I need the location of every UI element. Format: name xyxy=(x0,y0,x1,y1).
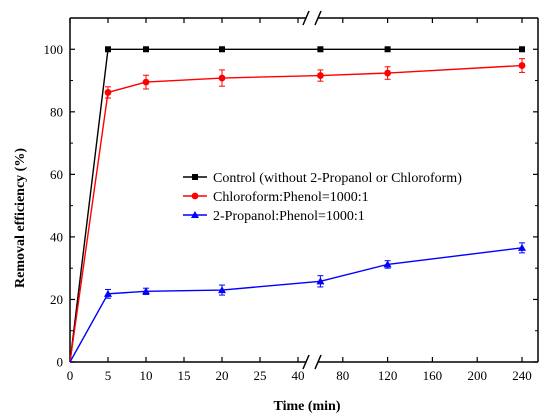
series-3 xyxy=(69,242,526,363)
data-point xyxy=(317,46,324,53)
y-tick-label: 40 xyxy=(50,229,63,244)
data-point xyxy=(105,46,111,53)
x-axis-title: Time (min) xyxy=(273,399,340,414)
data-point xyxy=(104,89,112,96)
data-point xyxy=(142,287,150,295)
series-1 xyxy=(69,46,525,363)
data-point xyxy=(219,46,225,53)
data-point xyxy=(383,260,392,268)
legend: Control (without 2-Propanol or Chlorofor… xyxy=(183,171,462,224)
legend-label: 2-Propanol:Phenol=1000:1 xyxy=(213,209,365,224)
data-point xyxy=(384,46,391,53)
plot-frame xyxy=(69,10,539,370)
series-line xyxy=(69,48,522,363)
data-point xyxy=(518,62,526,69)
data-point xyxy=(518,243,526,251)
data-point xyxy=(218,286,226,294)
data-point xyxy=(218,74,226,82)
y-tick-label: 20 xyxy=(50,292,63,307)
axis-break-bottom-b xyxy=(314,354,322,370)
axis-break-bottom-a xyxy=(302,354,310,370)
y-tick-label: 80 xyxy=(50,104,63,119)
legend-marker xyxy=(191,192,199,200)
x-tick-label: 240 xyxy=(512,368,532,383)
legend-label: Control (without 2-Propanol or Chlorofor… xyxy=(213,171,462,186)
data-point xyxy=(384,69,391,77)
data-point xyxy=(317,72,324,79)
x-tick-label: 20 xyxy=(216,368,229,383)
data-point xyxy=(316,277,325,285)
data-point xyxy=(143,46,149,53)
y-tick-label: 100 xyxy=(44,42,64,57)
series-2 xyxy=(69,58,526,363)
axis-ticks xyxy=(69,18,538,363)
y-tick-label: 0 xyxy=(57,355,64,370)
axis-tick-labels: 0 20 40 60 80 100 0 5 10 15 20 25 40 80 120 160 200 240 xyxy=(44,42,532,383)
series-layer xyxy=(69,46,526,363)
legend-label: Chloroform:Phenol=1000:1 xyxy=(213,190,369,205)
y-tick-label: 60 xyxy=(50,167,63,182)
x-tick-label: 80 xyxy=(336,368,349,383)
x-tick-label: 160 xyxy=(423,368,443,383)
x-tick-label: 120 xyxy=(378,368,398,383)
x-tick-label: 200 xyxy=(467,368,487,383)
x-tick-label: 40 xyxy=(292,368,305,383)
x-tick-label: 15 xyxy=(178,368,191,383)
axis-break-top-a xyxy=(302,10,310,26)
legend-marker xyxy=(192,174,198,180)
x-tick-label: 5 xyxy=(105,368,112,383)
data-point xyxy=(519,46,525,53)
x-tick-label: 25 xyxy=(254,368,267,383)
series-line xyxy=(69,247,523,363)
x-tick-label: 10 xyxy=(140,368,153,383)
data-point xyxy=(142,78,150,86)
legend-marker xyxy=(191,211,199,218)
axis-break-top-b xyxy=(314,10,322,26)
x-tick-label: 0 xyxy=(67,368,74,383)
data-point xyxy=(104,289,112,297)
y-axis-title: Removal efficiency (%) xyxy=(13,148,28,288)
